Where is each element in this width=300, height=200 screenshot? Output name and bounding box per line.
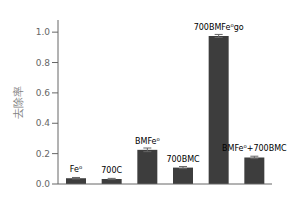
svg-text:700BMC: 700BMC bbox=[166, 155, 200, 164]
svg-text:1.0: 1.0 bbox=[36, 27, 51, 37]
svg-text:BMFe⁰+700BMC: BMFe⁰+700BMC bbox=[222, 144, 287, 153]
svg-text:0.2: 0.2 bbox=[36, 149, 50, 159]
svg-text:0.6: 0.6 bbox=[36, 88, 51, 98]
svg-text:Fe⁰: Fe⁰ bbox=[70, 165, 82, 174]
svg-text:BMFe⁰: BMFe⁰ bbox=[135, 137, 160, 146]
svg-text:0.4: 0.4 bbox=[36, 118, 51, 128]
svg-text:700BMFe⁰go: 700BMFe⁰go bbox=[194, 23, 244, 32]
svg-text:0.8: 0.8 bbox=[36, 58, 51, 68]
svg-text:700C: 700C bbox=[101, 166, 122, 175]
svg-text:去除率: 去除率 bbox=[12, 86, 25, 119]
svg-text:0.0: 0.0 bbox=[36, 179, 51, 189]
